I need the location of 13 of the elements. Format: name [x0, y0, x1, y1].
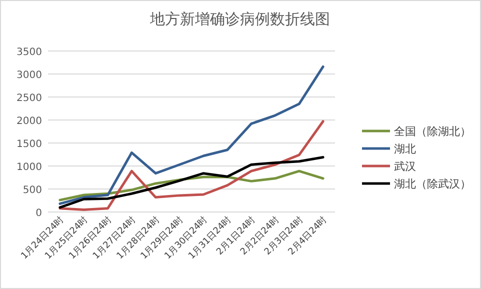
legend-label: 武汉 [394, 160, 416, 173]
y-tick-label: 500 [22, 185, 42, 196]
y-tick-label: 1000 [16, 162, 42, 173]
y-tick-label: 2500 [16, 93, 42, 104]
title: 地方新增确诊病例数折线图 [150, 10, 330, 28]
legend-label: 全国（除湖北） [394, 125, 471, 138]
y-tick-label: 2000 [16, 116, 42, 127]
y-tick-label: 0 [36, 208, 42, 219]
y-tick-label: 1500 [16, 139, 42, 150]
legend-label: 湖北 [394, 142, 416, 156]
legend-label: 湖北（除武汉） [394, 178, 471, 190]
y-tick-label: 3000 [16, 70, 42, 81]
y-tick-label: 3500 [16, 47, 42, 58]
